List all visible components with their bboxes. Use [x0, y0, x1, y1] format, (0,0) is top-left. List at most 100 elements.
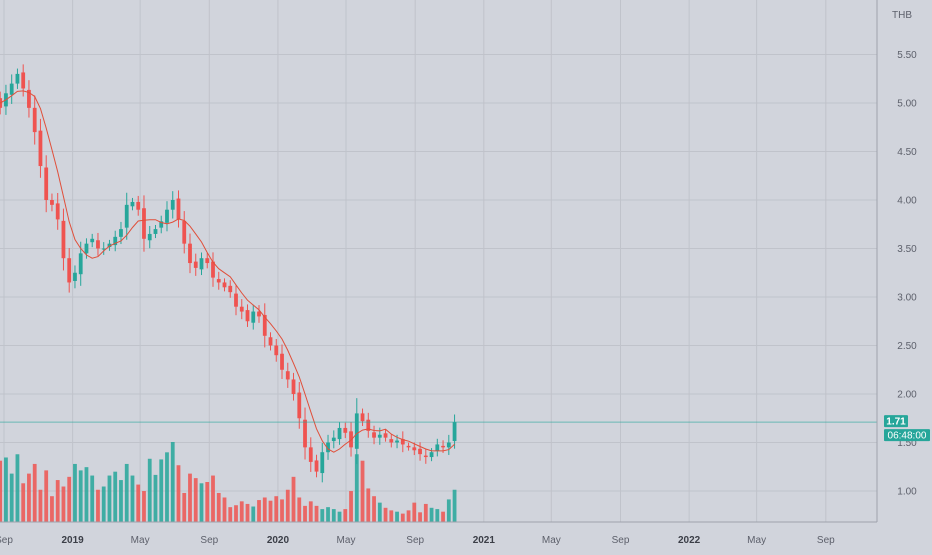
candle-body	[274, 345, 279, 356]
price-tick-label: 1.50	[897, 438, 917, 449]
candle-body	[124, 204, 129, 228]
time-tick-label: Sep	[612, 535, 630, 546]
candle-body	[245, 310, 250, 322]
volume-bar	[153, 474, 158, 522]
volume-bar	[234, 505, 238, 522]
candle-body	[268, 337, 273, 346]
candle-body	[291, 379, 296, 394]
volume-bar	[50, 496, 54, 522]
volume-bar	[343, 509, 348, 522]
moving-average-line	[0, 90, 455, 453]
candle-body	[446, 442, 451, 448]
volume-bar	[412, 502, 417, 522]
volume-bar	[84, 467, 89, 522]
volume-bar	[55, 480, 60, 522]
candle-body	[262, 314, 267, 336]
candle-body	[142, 208, 146, 239]
countdown-tag-bg	[884, 429, 930, 442]
candle-body	[44, 167, 49, 200]
volume-bar	[199, 483, 204, 522]
volume-bar	[245, 503, 250, 522]
volume-bar	[441, 511, 445, 522]
volume-bar	[406, 510, 411, 522]
volume-bar	[366, 488, 371, 522]
volume-bar	[349, 491, 353, 522]
candle-body	[32, 107, 37, 133]
volume-bar	[0, 460, 3, 522]
volume-bar	[96, 489, 100, 522]
time-tick-label: May	[131, 535, 150, 546]
volume-bar	[119, 480, 123, 522]
volume-bar	[285, 489, 290, 522]
volume-bar	[124, 463, 129, 522]
volume-bars	[0, 442, 457, 522]
candle-body	[418, 448, 422, 455]
candle-body	[406, 445, 411, 448]
volume-bar	[337, 511, 342, 522]
candle-body	[67, 258, 72, 283]
time-tick-label: Sep	[0, 535, 13, 546]
price-axis[interactable]: 1.00 1.50 2.00 2.50 3.00 3.50 4.00 4.50 5.00 5.50	[897, 50, 917, 498]
volume-bar	[32, 463, 37, 522]
volume-bar	[113, 471, 118, 522]
volume-bar	[326, 507, 330, 522]
volume-bar	[377, 502, 382, 522]
volume-bar	[38, 489, 43, 522]
volume-bar	[297, 497, 302, 522]
volume-bar	[303, 505, 307, 522]
candle-body	[285, 371, 290, 380]
volume-bar	[130, 475, 135, 522]
candle-body	[176, 198, 181, 220]
candle-body	[78, 253, 83, 275]
candle-body	[205, 258, 210, 264]
candle-body	[165, 209, 169, 223]
price-tick-label: 4.50	[897, 147, 917, 158]
candle-body	[308, 447, 313, 462]
candle-body	[136, 201, 141, 210]
candle-body	[113, 236, 118, 246]
candle-body	[21, 72, 26, 89]
price-tick-label: 2.00	[897, 390, 917, 401]
volume-bar	[435, 509, 440, 522]
candle-body	[61, 220, 66, 259]
time-tick-label: Sep	[200, 535, 218, 546]
grid	[0, 0, 877, 522]
candle-body	[412, 447, 417, 451]
volume-bar	[90, 475, 95, 522]
candle-body	[199, 258, 204, 270]
volume-bar	[314, 505, 319, 522]
volume-bar	[372, 496, 376, 522]
candle-body	[159, 221, 164, 228]
volume-bar	[9, 473, 14, 522]
time-axis-bg	[0, 522, 932, 550]
volume-bar	[136, 484, 141, 522]
candle-body	[15, 73, 20, 84]
volume-bar	[446, 499, 451, 522]
countdown-value: 06:48:00	[888, 431, 927, 442]
volume-bar	[182, 492, 187, 522]
candle-body	[107, 243, 112, 248]
volume-bar	[280, 499, 284, 522]
candle-body	[383, 433, 388, 438]
time-axis[interactable]: Sep 2019 May Sep 2020 May Sep 2021 May Sep 2022 May…	[0, 535, 835, 546]
candle-body	[257, 311, 261, 317]
candle-body	[400, 439, 405, 445]
volume-bar	[61, 486, 66, 522]
candle-body	[372, 432, 376, 438]
candle-body	[55, 203, 60, 220]
volume-bar	[429, 507, 434, 522]
volume-bar	[15, 454, 20, 522]
volume-bar	[331, 509, 336, 522]
candle-body	[337, 427, 342, 440]
price-tick-label: 5.50	[897, 50, 917, 61]
price-tick-label: 3.00	[897, 293, 917, 304]
candle-body	[429, 452, 434, 458]
time-tick-label: 2020	[267, 535, 290, 546]
volume-bar	[257, 500, 261, 522]
candle-body	[27, 89, 31, 108]
time-tick-label: May	[542, 535, 561, 546]
time-tick-label: May	[337, 535, 356, 546]
time-tick-label: May	[747, 535, 766, 546]
